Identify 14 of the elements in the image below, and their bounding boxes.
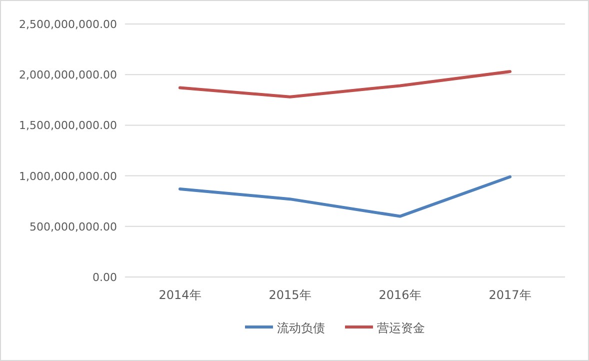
y-tick-label: 500,000,000.00 — [30, 220, 117, 234]
y-tick-label: 1,000,000,000.00 — [19, 170, 117, 183]
legend-label: 流动负债 — [277, 321, 325, 335]
x-tick-label: 2016年 — [378, 288, 422, 302]
y-tick-label: 2,000,000,000.00 — [19, 68, 117, 82]
x-tick-label: 2014年 — [158, 288, 202, 302]
y-tick-label: 1,500,000,000.00 — [19, 119, 117, 132]
x-tick-label: 2017年 — [488, 288, 532, 302]
y-tick-label: 0.00 — [92, 271, 117, 284]
legend-label: 营运资金 — [377, 321, 425, 335]
line-series — [178, 175, 512, 218]
y-tick-label: 2,500,000,000.00 — [19, 18, 117, 31]
line-series — [178, 70, 512, 98]
x-tick-label: 2015年 — [268, 288, 312, 302]
